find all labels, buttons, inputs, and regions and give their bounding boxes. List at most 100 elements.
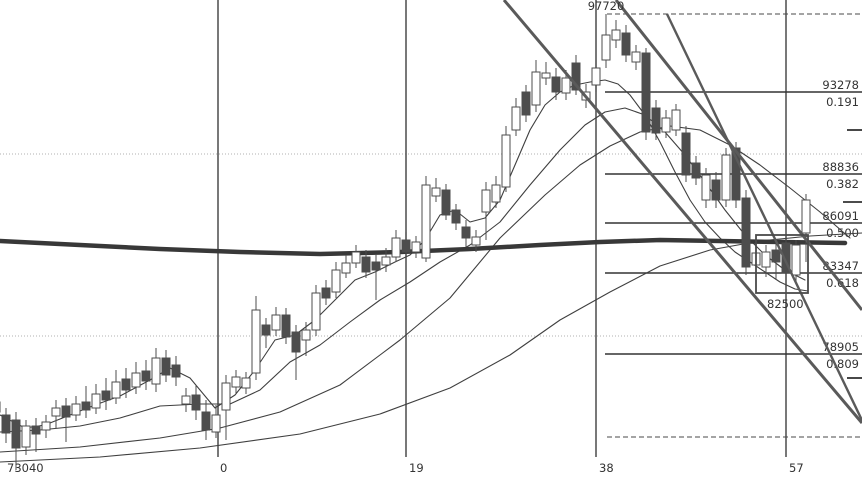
fib-ratio-label: 0.809	[826, 357, 859, 371]
bull-candle	[541, 72, 551, 79]
bear-candle	[321, 287, 331, 299]
swing-high-price-label: 97720	[588, 0, 625, 13]
bull-candle	[391, 237, 401, 258]
bull-candle	[701, 174, 711, 201]
bull-candle	[761, 251, 771, 268]
bull-candle	[211, 414, 221, 433]
fib-price-label: 93278	[822, 78, 859, 92]
bull-candle	[51, 407, 61, 417]
bear-candle	[401, 239, 411, 253]
ma-fast-line	[0, 79, 809, 429]
bull-candle	[251, 309, 261, 374]
bull-candle	[231, 376, 241, 388]
x-axis-label: 57	[789, 461, 804, 475]
bear-candle	[641, 52, 651, 133]
bull-candle	[601, 34, 611, 61]
bull-candle	[21, 425, 31, 448]
x-axis-label: 19	[409, 461, 424, 475]
bear-candle	[451, 209, 461, 224]
channel-median-trendline[interactable]	[665, 13, 862, 437]
bull-candle	[151, 357, 161, 385]
bear-candle	[361, 256, 371, 273]
fib-price-label: 88836	[822, 160, 859, 174]
bull-candle	[591, 67, 601, 86]
bear-candle	[461, 226, 471, 239]
bull-candle	[131, 372, 141, 388]
bear-candle	[201, 411, 211, 431]
bull-candle	[791, 244, 801, 276]
bear-candle	[621, 32, 631, 56]
x-axis-label: 0	[220, 461, 227, 475]
bear-candle	[101, 390, 111, 401]
bear-candle	[711, 179, 721, 201]
bear-candle	[371, 261, 381, 271]
bear-candle	[81, 401, 91, 411]
bull-candle	[661, 117, 671, 133]
bull-candle	[271, 314, 281, 331]
fib-ratio-label: 0.191	[826, 95, 859, 109]
channel-lower-trendline[interactable]	[614, 0, 862, 311]
bear-candle	[771, 249, 781, 263]
x-axis-label: 38	[599, 461, 614, 475]
channel-upper-trendline[interactable]	[502, 0, 862, 424]
bull-candle	[801, 199, 811, 234]
bull-candle	[311, 292, 321, 331]
bear-candle	[171, 364, 181, 378]
bear-candle	[741, 197, 751, 268]
bear-candle	[11, 419, 21, 449]
bull-candle	[421, 184, 431, 259]
bull-candle	[501, 134, 511, 188]
bull-candle	[631, 51, 641, 63]
bull-candle	[491, 184, 501, 203]
bear-candle	[691, 162, 701, 179]
bear-candle	[121, 378, 131, 391]
bear-candle	[731, 147, 741, 201]
bull-candle	[481, 189, 491, 213]
consolidation-box-label: 82500	[767, 297, 804, 311]
consolidation-box[interactable]	[755, 234, 809, 294]
bull-candle	[181, 395, 191, 405]
x-axis-label: 73040	[7, 461, 44, 475]
bear-candle	[141, 370, 151, 382]
bear-candle	[521, 91, 531, 116]
bull-candle	[611, 29, 621, 41]
bull-candle	[431, 187, 441, 197]
bull-candle	[471, 236, 481, 246]
bear-candle	[571, 62, 581, 91]
bear-candle	[191, 394, 201, 411]
bear-candle	[551, 76, 561, 93]
bull-candle	[511, 106, 521, 131]
bear-candle	[681, 132, 691, 176]
bull-candle	[411, 241, 421, 253]
bull-candle	[721, 154, 731, 201]
bull-candle	[531, 71, 541, 106]
bull-candle	[671, 109, 681, 131]
fib-ratio-label: 0.382	[826, 177, 859, 191]
bear-candle	[1, 414, 11, 434]
fib-price-label: 78905	[822, 340, 859, 354]
bull-candle	[301, 329, 311, 341]
fib-ratio-label: 0.500	[826, 226, 859, 240]
bull-candle	[351, 251, 361, 264]
bear-candle	[781, 242, 791, 274]
bull-candle	[71, 403, 81, 416]
bull-candle	[41, 421, 51, 431]
bear-candle	[31, 425, 41, 435]
fib-ratio-label: 0.618	[826, 276, 859, 290]
bull-candle	[561, 77, 571, 94]
bull-candle	[221, 382, 231, 411]
bull-candle	[111, 381, 121, 399]
bull-candle	[91, 393, 101, 409]
ma-slow-line	[0, 125, 851, 453]
bull-candle	[241, 377, 251, 389]
ma-longterm-thick-line	[0, 237, 848, 257]
bear-candle	[161, 357, 171, 376]
bear-candle	[261, 324, 271, 336]
bear-candle	[61, 405, 71, 418]
bear-candle	[281, 314, 291, 338]
bear-candle	[291, 331, 301, 353]
bull-candle	[381, 256, 391, 266]
fib-price-label: 86091	[822, 209, 859, 223]
